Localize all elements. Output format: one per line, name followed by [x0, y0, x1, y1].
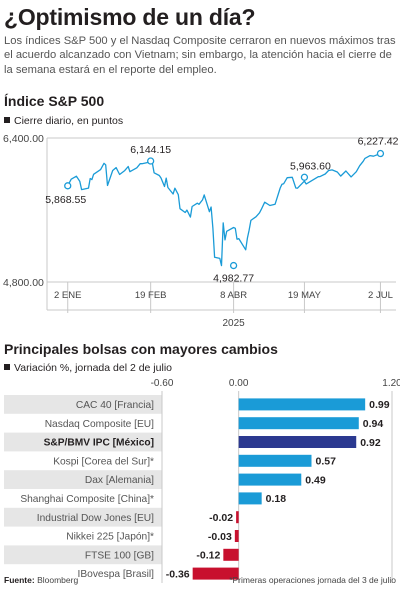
bar-value-label: 0.49: [305, 474, 326, 486]
bar-category-label: IBovespa [Brasil]: [78, 569, 155, 580]
x-axis-year-label: 2025: [222, 318, 245, 329]
x-tick-label: 2 JUL: [368, 290, 393, 301]
bar-value-label: -0.12: [196, 550, 220, 562]
annotation-point: [147, 157, 155, 165]
annotation-label: 4,982.77: [213, 273, 254, 285]
bar: [238, 398, 366, 411]
bar: [236, 511, 239, 524]
line-chart-title: Índice S&P 500: [4, 93, 105, 109]
bar: [192, 567, 239, 580]
bar-value-label: 0.92: [360, 437, 381, 449]
x-tick-label: 0.00: [229, 378, 249, 389]
markets-bar-chart: -0.60 0.00 1.20 CAC 40 [Francia] 0.99 Nasdaq …: [4, 378, 400, 583]
row-stripe: [4, 395, 162, 414]
x-tick-label: 1.20: [382, 378, 400, 389]
annotation-label: 6,144.15: [130, 144, 171, 156]
bar-category-label: Industrial Dow Jones [EU]: [37, 513, 154, 524]
annotation-point: [64, 182, 72, 190]
page-title: ¿Optimismo de un día?: [4, 4, 256, 30]
bar-value-label: -0.02: [209, 512, 233, 524]
bar-category-label: Nasdaq Composite [EU]: [45, 419, 154, 430]
bar: [234, 530, 239, 542]
page-subtitle: Los índices S&P 500 y el Nasdaq Composit…: [4, 35, 396, 76]
x-tick-label: -0.60: [151, 378, 174, 389]
annotation-point: [376, 149, 385, 158]
square-bullet-icon: [4, 117, 10, 123]
line-chart-subtitle: Cierre diario, en puntos: [4, 115, 123, 128]
bar: [238, 417, 359, 430]
bar: [238, 454, 312, 467]
annotation-point: [300, 173, 309, 181]
bar-value-label: 0.94: [363, 418, 384, 430]
bar-value-label: -0.36: [166, 568, 190, 580]
y-tick-label: 6,400.00: [3, 133, 44, 145]
footnote: *Primeras operaciones jornada del 3 de j…: [229, 575, 396, 585]
source-value: Bloomberg: [37, 575, 79, 585]
bar-category-label: Dax [Alemania]: [85, 475, 154, 486]
line-chart-unit-label: Cierre diario, en puntos: [14, 115, 124, 127]
bar-value-label: 0.99: [369, 399, 390, 411]
bar-value-label: 0.57: [316, 456, 337, 468]
bar: [238, 436, 357, 448]
bar-category-label: CAC 40 [Francia]: [76, 400, 154, 411]
bar-category-label: Nikkei 225 [Japón]*: [66, 532, 154, 543]
x-tick-label: 19 FEB: [135, 290, 167, 301]
bar-category-label: FTSE 100 [GB]: [85, 550, 154, 561]
square-bullet-icon: [4, 364, 10, 370]
row-stripe: [4, 507, 162, 527]
row-stripe: [4, 545, 162, 565]
bar-value-label: 0.18: [266, 493, 287, 505]
bar-value-label: -0.03: [208, 531, 232, 543]
bar-category-label: Shanghai Composite [China]*: [20, 494, 154, 505]
y-tick-label: 4,800.00: [3, 277, 44, 289]
bar-chart-subtitle: Variación %, jornada del 2 de julio: [4, 362, 172, 375]
source-label: Fuente:: [4, 575, 35, 585]
bar-category-label: Kospi [Corea del Sur]*: [53, 456, 154, 467]
bar-chart-unit-label: Variación %, jornada del 2 de julio: [14, 362, 172, 374]
annotation-label: 5,868.55: [45, 194, 86, 206]
annotation-label: 6,227.42: [358, 136, 399, 148]
bar: [223, 548, 239, 561]
bar-chart-title: Principales bolsas con mayores cambios: [4, 341, 278, 357]
bar: [238, 473, 302, 486]
source-footer: Fuente: Bloomberg: [4, 575, 78, 586]
bar: [238, 492, 262, 505]
row-stripe: [4, 432, 162, 452]
sp500-line-chart: 6,400.00 4,800.00 2 ENE 19 FEB 8 ABR 19 MAY 2 …: [3, 133, 399, 329]
x-tick-label: 19 MAY: [288, 290, 322, 301]
bar-category-label: S&P/BMV IPC [México]: [44, 438, 154, 449]
x-tick-label: 8 ABR: [220, 290, 247, 301]
row-stripe: [4, 470, 162, 489]
annotation-label: 5,963.60: [290, 160, 331, 172]
annotation-point: [229, 261, 238, 270]
sp500-series-line: [67, 152, 381, 267]
x-tick-label: 2 ENE: [54, 290, 81, 301]
